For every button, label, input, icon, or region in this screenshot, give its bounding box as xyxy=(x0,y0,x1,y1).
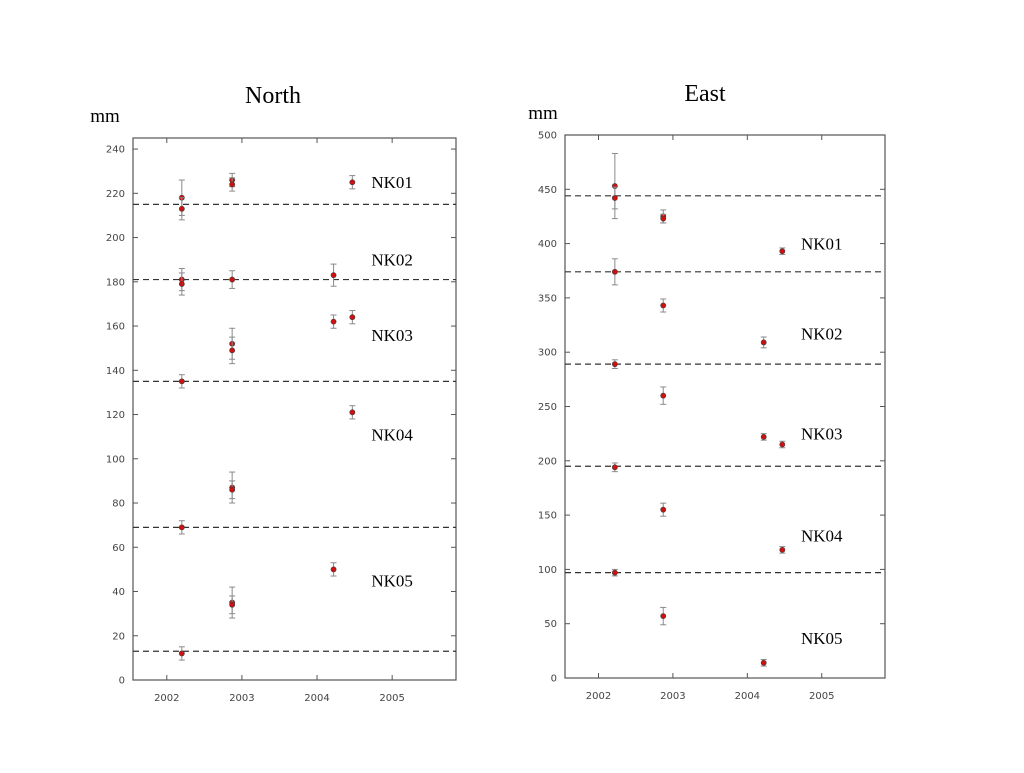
east-data-point xyxy=(611,464,618,471)
east-data-point xyxy=(660,392,667,399)
east-y-axis-label: mm xyxy=(528,103,558,124)
east-data-point xyxy=(611,268,618,275)
east-data-point xyxy=(660,302,667,309)
east-data-point xyxy=(660,613,667,619)
east-data-point xyxy=(611,195,618,201)
north-y-tick-label: 200 xyxy=(106,233,125,244)
east-x-tick-label: 2005 xyxy=(809,691,834,702)
north-station-label: NK02 xyxy=(371,251,413,270)
north-y-tick-label: 0 xyxy=(119,676,125,687)
north-y-tick-label: 240 xyxy=(106,145,125,156)
north-y-tick-label: 160 xyxy=(106,322,125,333)
north-y-tick-label: 80 xyxy=(112,499,125,510)
east-data-point xyxy=(611,569,618,576)
east-data-point xyxy=(779,441,786,448)
north-data-point xyxy=(349,314,356,321)
north-y-tick-label: 140 xyxy=(106,366,125,377)
north-data-point xyxy=(178,650,185,657)
north-y-tick-label: 120 xyxy=(106,410,125,421)
east-x-tick-label: 2002 xyxy=(586,691,611,702)
east-data-point xyxy=(779,248,786,255)
east-y-tick-label: 400 xyxy=(538,239,557,250)
east-y-tick-label: 0 xyxy=(551,674,557,685)
east-y-tick-label: 250 xyxy=(538,402,557,413)
east-data-point xyxy=(660,506,667,513)
east-data-point xyxy=(611,361,618,368)
north-y-tick-label: 180 xyxy=(106,277,125,288)
north-data-point xyxy=(330,318,337,325)
north-data-point xyxy=(349,409,356,416)
north-x-tick-label: 2002 xyxy=(154,693,179,704)
north-y-tick-label: 20 xyxy=(112,631,125,642)
east-data-point xyxy=(760,339,767,346)
north-data-point xyxy=(178,378,185,385)
north-data-point xyxy=(178,524,185,531)
north-y-axis-label: mm xyxy=(90,106,120,127)
east-station-label: NK04 xyxy=(801,527,843,546)
north-data-point xyxy=(229,486,236,493)
north-data-point xyxy=(330,272,337,279)
east-y-tick-label: 300 xyxy=(538,348,557,359)
north-data-point xyxy=(330,566,337,573)
north-station-label: NK03 xyxy=(371,326,413,345)
north-data-point xyxy=(178,205,185,212)
north-y-tick-label: 40 xyxy=(112,587,125,598)
east-y-tick-label: 100 xyxy=(538,565,557,576)
east-station-label: NK05 xyxy=(801,629,843,648)
east-data-point xyxy=(760,434,767,440)
north-data-point xyxy=(229,276,236,283)
north-chart-title: North xyxy=(245,83,301,109)
north-data-point xyxy=(178,281,185,287)
east-chart-panel: East mm 0 50 100 150 200 250 300 350 400 450 500 2002… xyxy=(528,81,886,702)
east-x-tick-label: 2003 xyxy=(660,691,685,702)
east-y-tick-label: 500 xyxy=(538,131,557,142)
east-data-point xyxy=(660,215,667,222)
north-data-point xyxy=(229,347,236,354)
north-y-tick-label: 220 xyxy=(106,189,125,200)
north-plot-frame xyxy=(132,137,457,681)
north-chart-panel: North mm 0 20 40 60 80 100 120 140 160 180 200 220 240… xyxy=(90,83,457,704)
east-y-tick-label: 150 xyxy=(538,511,557,522)
east-y-tick-label: 200 xyxy=(538,456,557,467)
north-station-label: NK01 xyxy=(371,173,413,192)
north-data-point xyxy=(349,179,356,186)
east-data-point xyxy=(779,546,786,553)
north-x-tick-label: 2003 xyxy=(229,693,254,704)
east-plot-frame xyxy=(564,134,886,679)
north-station-label: NK04 xyxy=(371,425,413,444)
east-y-tick-label: 350 xyxy=(538,293,557,304)
north-y-tick-label: 60 xyxy=(112,543,125,554)
north-data-point xyxy=(229,601,236,608)
east-station-label: NK03 xyxy=(801,425,843,444)
east-data-point xyxy=(760,659,767,666)
north-x-tick-label: 2004 xyxy=(304,693,329,704)
east-station-label: NK02 xyxy=(801,325,843,344)
north-y-tick-label: 100 xyxy=(106,454,125,465)
east-chart-title: East xyxy=(684,81,726,107)
east-station-label: NK01 xyxy=(801,235,843,254)
north-x-tick-label: 2005 xyxy=(379,693,404,704)
east-x-tick-label: 2004 xyxy=(735,691,760,702)
north-data-point xyxy=(229,181,236,188)
east-y-tick-label: 450 xyxy=(538,185,557,196)
north-station-label: NK05 xyxy=(371,571,413,590)
east-y-tick-label: 50 xyxy=(544,619,557,630)
